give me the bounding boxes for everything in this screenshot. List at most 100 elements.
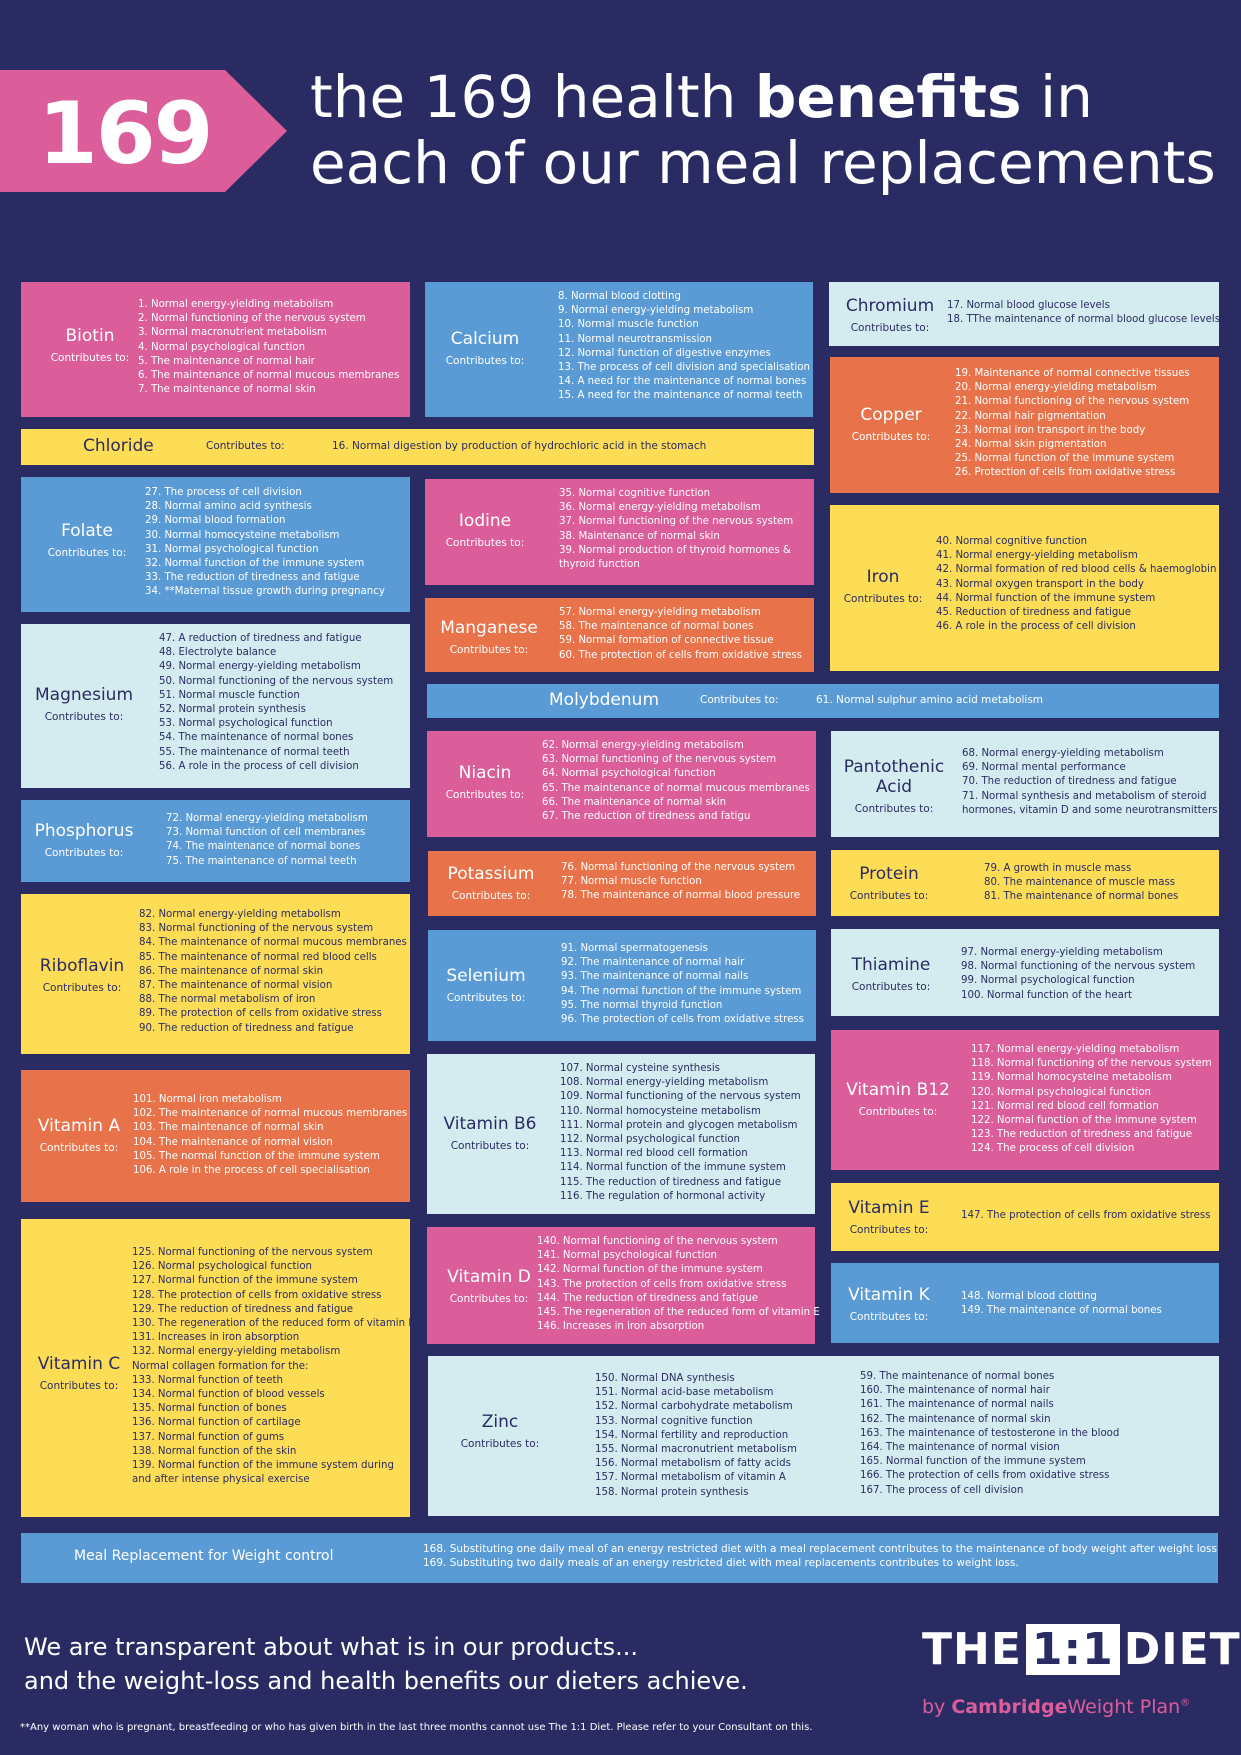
benefit-item: 30. Normal homocysteine metabolism [145, 529, 340, 541]
nutrient-name: Pantothenic [843, 757, 945, 777]
benefit-item: 167. The process of cell division [860, 1484, 1024, 1496]
nutrient-chloride: Chloride Contributes to: 16. Normal dige… [21, 429, 814, 465]
benefit-item: 7. The maintenance of normal skin [138, 384, 316, 396]
benefit-item: 32. Normal function of the immune system [145, 558, 365, 570]
benefit-item: 73. Normal function of cell membranes [166, 827, 366, 839]
benefit-item: 8. Normal blood clotting [558, 291, 681, 302]
nutrient-vitamin-a: Vitamin A Contributes to: 101. Normal iro… [21, 1070, 410, 1202]
benefit-item: 19. Maintenance of normal connective tis… [955, 368, 1190, 379]
nutrient-name: Riboflavin [39, 956, 125, 976]
benefit-item: 86. The maintenance of normal skin [139, 965, 324, 977]
contributes-label: Contributes to: [851, 981, 931, 993]
benefit-item: 113. Normal red blood cell formation [560, 1148, 748, 1160]
benefit-item: 12. Normal function of digestive enzymes [558, 347, 771, 359]
benefit-item: 38. Maintenance of normal skin [559, 530, 720, 542]
badge-number: 169 [38, 84, 214, 184]
nutrient-pantothenic-acid: Pantothenic Acid Contributes to: 68. Norma… [831, 731, 1219, 837]
benefit-item: 98. Normal functioning of the nervous sy… [961, 961, 1196, 973]
nutrient-name: Phosphorus [34, 821, 134, 841]
benefit-item: 134. Normal function of blood vessels [132, 1389, 325, 1401]
nutrient-protein: Protein Contributes to: 79. A growth in m… [831, 850, 1219, 916]
benefit-list: 117. Normal energy-yielding metabolism 11… [971, 1043, 1212, 1157]
nutrient-name: Biotin [65, 326, 115, 346]
benefit-list-col2: 59. The maintenance of normal bones 160. … [860, 1370, 1119, 1498]
benefit-item: 69. Normal mental performance [962, 762, 1126, 774]
benefit-list: 47. A reduction of tiredness and fatigue… [159, 632, 393, 774]
benefit-item: 131. Increases in iron absorption [132, 1332, 300, 1344]
benefit-list: 19. Maintenance of normal connective tis… [955, 367, 1190, 481]
nutrient-molybdenum: Molybdenum Contributes to: 61. Normal su… [427, 684, 1219, 718]
benefit-item: 128. The protection of cells from oxidat… [132, 1289, 382, 1301]
benefit-item: 78. The maintenance of normal blood pres… [561, 890, 801, 902]
contributes-label: Contributes to: [445, 537, 525, 549]
contributes-label: Contributes to: [445, 789, 525, 801]
benefit-item: 145. The regeneration of the reduced for… [537, 1307, 820, 1319]
benefit-list: 91. Normal spermatogenesis 92. The mainte… [561, 942, 804, 1027]
benefit-item: 163. The maintenance of testosterone in … [860, 1427, 1120, 1439]
nutrient-name: Vitamin D [447, 1267, 531, 1287]
benefit-item: 152. Normal carbohydrate metabolism [595, 1401, 793, 1413]
benefit-item: 67. The reduction of tiredness and fatig… [542, 811, 751, 823]
nutrient-name: Potassium [447, 864, 535, 884]
contributes-label: Contributes to: [446, 992, 526, 1004]
benefit-item: 109. Normal functioning of the nervous s… [560, 1091, 801, 1103]
contributes-label: Contributes to: [39, 1142, 119, 1154]
benefit-item: 157. Normal metabolism of vitamin A [595, 1472, 786, 1484]
benefit-item: 53. Normal psychological function [159, 718, 333, 730]
benefit-item: 153. Normal cognitive function [595, 1415, 753, 1427]
nutrient-chromium: Chromium Contributes to: 17. Normal blood… [829, 282, 1220, 346]
benefit-item: 49. Normal energy-yielding metabolism [159, 661, 361, 673]
nutrient-name: Niacin [458, 763, 512, 783]
benefit-item: 148. Normal blood clotting [961, 1291, 1097, 1302]
nutrient-magnesium: Magnesium Contributes to: 47. A reduction… [21, 624, 410, 788]
benefit-list: 82. Normal energy-yielding metabolism 83.… [139, 908, 407, 1036]
benefit-item: 87. The maintenance of normal vision [139, 980, 333, 992]
benefit-item: 59. The maintenance of normal bones [860, 1371, 1055, 1382]
benefit-item: 89. The protection of cells from oxidati… [139, 1008, 382, 1020]
nutrient-name: Folate [61, 521, 113, 541]
benefit-item: 91. Normal spermatogenesis [561, 943, 708, 954]
benefit-list: 68. Normal energy-yielding metabolism 69.… [962, 747, 1217, 818]
benefit-item: 25. Normal function of the immune system [955, 453, 1175, 465]
benefit-item: 23. Normal iron transport in the body [955, 424, 1146, 436]
contributes-label: Contributes to: [206, 440, 285, 452]
benefit-item: 15. A need for the maintenance of normal… [558, 390, 803, 402]
nutrient-name: Manganese [440, 618, 538, 638]
nutrient-zinc: Zinc Contributes to: 150. Normal DNA synt… [428, 1356, 1219, 1516]
benefit-item: 77. Normal muscle function [561, 876, 702, 888]
benefit-item: 141. Normal psychological function [537, 1250, 718, 1262]
benefit-item: 40. Normal cognitive function [936, 536, 1088, 547]
cambridge-weight-plan-logo: by CambridgeWeight Plan® [922, 1696, 1191, 1718]
benefit-item: 65. The maintenance of normal mucous mem… [542, 782, 810, 794]
benefit-item: 82. Normal energy-yielding metabolism [139, 909, 341, 920]
contributes-label: Contributes to: [42, 982, 122, 994]
benefit-item: 81. The maintenance of normal bones [984, 891, 1179, 903]
benefit-item: 147. The protection of cells from oxidat… [961, 1210, 1211, 1221]
benefit-item: 140. Normal functioning of the nervous s… [537, 1236, 778, 1247]
contributes-label: Contributes to: [850, 322, 930, 334]
benefit-list: 147. The protection of cells from oxidat… [961, 1209, 1210, 1223]
benefit-item: 135. Normal function of bones [132, 1403, 287, 1415]
nutrient-name: Magnesium [34, 685, 134, 705]
benefit-list: 62. Normal energy-yielding metabolism 63.… [542, 739, 810, 824]
benefit-item: 130. The regeneration of the reduced for… [132, 1318, 415, 1330]
logo-ratio: 1:1 [1025, 1624, 1120, 1675]
benefit-item: 58. The maintenance of normal bones [559, 621, 754, 633]
nutrient-name: Calcium [450, 329, 520, 349]
benefit-item: 118. Normal functioning of the nervous s… [971, 1058, 1212, 1070]
benefit-item: 14. A need for the maintenance of normal… [558, 376, 807, 388]
benefit-item: 55. The maintenance of normal teeth [159, 746, 350, 758]
benefit-item: 117. Normal energy-yielding metabolism [971, 1044, 1180, 1055]
contributes-label: Contributes to: [451, 890, 531, 902]
benefit-item: thyroid function [559, 559, 640, 571]
benefit-item: 168. Substituting one daily meal of an e… [423, 1543, 1217, 1555]
benefit-item: 156. Normal metabolism of fatty acids [595, 1458, 791, 1470]
contributes-label: Contributes to: [449, 1293, 529, 1305]
benefit-item: 71. Normal synthesis and metabolism of s… [962, 790, 1207, 802]
benefit-item: 100. Normal function of the heart [961, 989, 1133, 1001]
benefit-item: 36. Normal energy-yielding metabolism [559, 502, 761, 514]
nutrient-folate: Folate Contributes to: 27. The process of… [21, 477, 410, 612]
benefit-item: 119. Normal homocysteine metabolism [971, 1072, 1172, 1084]
benefit-list: 27. The process of cell division 28. Norm… [145, 486, 385, 600]
benefit-item: 3. Normal macronutrient metabolism [138, 327, 327, 339]
